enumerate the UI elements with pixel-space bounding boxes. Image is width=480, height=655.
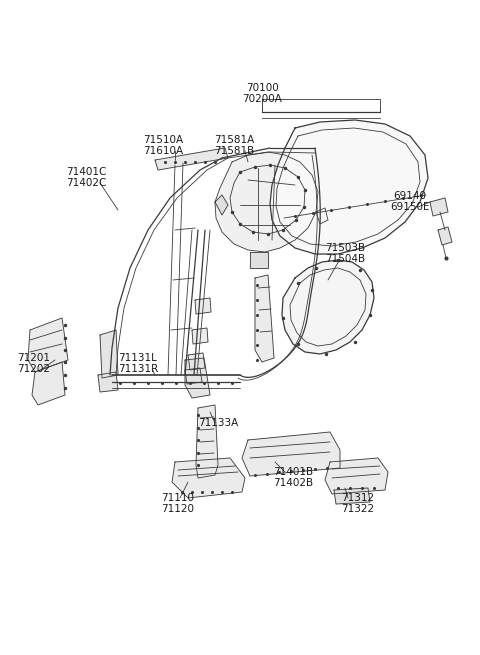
- Polygon shape: [255, 275, 274, 362]
- Text: 71401C: 71401C: [66, 167, 106, 177]
- Polygon shape: [215, 195, 228, 215]
- Text: 71402C: 71402C: [66, 178, 106, 188]
- Text: 71402B: 71402B: [273, 478, 313, 488]
- Text: 71581B: 71581B: [214, 146, 254, 156]
- Polygon shape: [32, 362, 65, 405]
- Text: 71401B: 71401B: [273, 467, 313, 477]
- Polygon shape: [250, 252, 268, 268]
- Polygon shape: [242, 432, 340, 476]
- Polygon shape: [98, 372, 118, 392]
- Polygon shape: [270, 120, 428, 254]
- Text: 71503B: 71503B: [325, 243, 365, 253]
- Polygon shape: [188, 353, 205, 370]
- Text: 71201: 71201: [17, 353, 50, 363]
- Text: 71110: 71110: [161, 493, 194, 503]
- Polygon shape: [195, 298, 211, 314]
- Text: 70200A: 70200A: [242, 94, 282, 104]
- Polygon shape: [316, 208, 328, 224]
- Polygon shape: [196, 405, 218, 478]
- Text: 70100: 70100: [246, 83, 278, 93]
- Text: 71202: 71202: [17, 364, 50, 374]
- Text: 71610A: 71610A: [143, 146, 183, 156]
- Text: 71131R: 71131R: [118, 364, 158, 374]
- Polygon shape: [172, 458, 245, 498]
- Polygon shape: [100, 330, 118, 378]
- Polygon shape: [192, 328, 208, 344]
- Text: 69140: 69140: [394, 191, 427, 201]
- Polygon shape: [215, 152, 318, 252]
- Polygon shape: [430, 198, 448, 216]
- Polygon shape: [185, 368, 202, 384]
- Polygon shape: [438, 227, 452, 245]
- Text: 71322: 71322: [341, 504, 374, 514]
- Polygon shape: [28, 318, 68, 372]
- Text: 71504B: 71504B: [325, 254, 365, 264]
- Polygon shape: [325, 458, 388, 494]
- Text: 71133A: 71133A: [198, 418, 238, 428]
- Polygon shape: [334, 488, 370, 504]
- Text: 71581A: 71581A: [214, 135, 254, 145]
- Text: 71510A: 71510A: [143, 135, 183, 145]
- Text: 71312: 71312: [341, 493, 374, 503]
- Text: 71131L: 71131L: [119, 353, 157, 363]
- Text: 69150E: 69150E: [390, 202, 430, 212]
- Polygon shape: [282, 260, 374, 354]
- Text: 71120: 71120: [161, 504, 194, 514]
- Polygon shape: [185, 358, 210, 398]
- Polygon shape: [155, 148, 228, 170]
